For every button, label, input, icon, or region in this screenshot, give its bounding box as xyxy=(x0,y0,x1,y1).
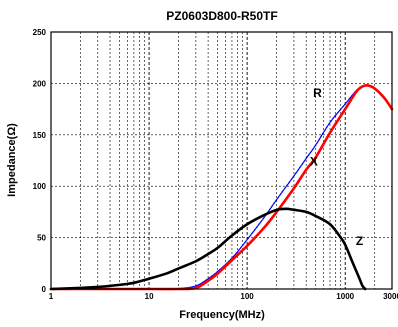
series-line-x xyxy=(49,84,394,291)
plot-series xyxy=(49,84,394,291)
series-label-r: R xyxy=(313,86,322,100)
x-axis-label: Frequency(MHz) xyxy=(179,309,265,321)
chart-title: PZ0603D800-R50TF xyxy=(166,9,277,23)
y-tick-label: 250 xyxy=(33,28,47,37)
y-axis-label: Impedance(Ω) xyxy=(6,123,18,197)
x-tick-label: 1 xyxy=(49,292,54,301)
series-line-z xyxy=(49,207,367,291)
y-tick-label: 200 xyxy=(33,79,47,88)
y-tick-label: 150 xyxy=(33,131,47,140)
plot-frame xyxy=(50,31,393,290)
series-labels: R X Z xyxy=(310,86,363,248)
series-label-x: X xyxy=(310,155,318,169)
y-tick-label: 100 xyxy=(33,182,47,191)
y-tick-label: 0 xyxy=(42,285,47,294)
grid xyxy=(51,32,392,289)
x-tick-label: 10 xyxy=(145,292,154,301)
x-tick-label: 100 xyxy=(240,292,254,301)
y-tick-label: 50 xyxy=(37,234,46,243)
series-label-z: Z xyxy=(356,234,363,248)
x-tick-label: 1000 xyxy=(336,292,354,301)
